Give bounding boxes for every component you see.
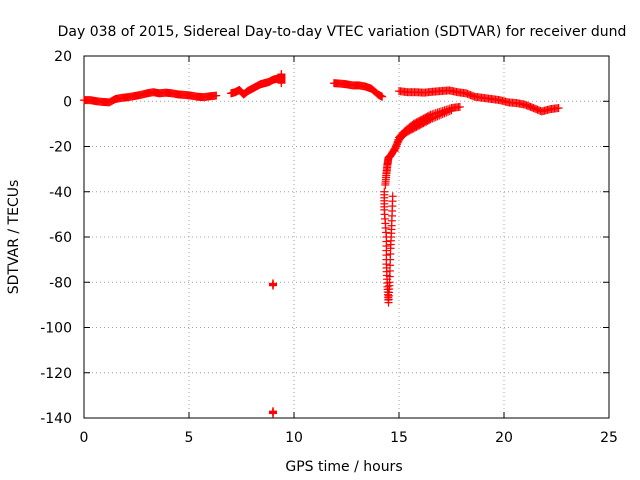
data-point — [554, 104, 563, 113]
x-tick-label: 15 — [390, 430, 408, 446]
y-axis-label: SDTVAR / TECUs — [6, 180, 22, 295]
y-tick-label: 0 — [63, 94, 72, 110]
grid-lines — [84, 56, 609, 418]
y-tick-label: -140 — [40, 411, 72, 427]
x-tick-label: 5 — [185, 430, 194, 446]
data-point — [378, 92, 387, 101]
x-tick-label: 10 — [285, 430, 303, 446]
data-point — [269, 409, 277, 418]
x-axis-label: GPS time / hours — [285, 459, 402, 475]
chart-title: Day 038 of 2015, Sidereal Day-to-day VTE… — [58, 24, 627, 40]
y-tick-labels: -140 -120 -100 -80 -60 -40 -20 0 20 — [40, 49, 72, 427]
data-point — [277, 79, 286, 88]
y-tick-label: -60 — [49, 230, 72, 246]
y-tick-label: -40 — [49, 185, 72, 201]
y-tick-label: 20 — [54, 49, 72, 65]
x-tick-label: 20 — [495, 430, 513, 446]
y-tick-label: -80 — [49, 275, 72, 291]
x-tick-labels: 0 5 10 15 20 25 — [80, 430, 618, 446]
data-points — [80, 70, 563, 418]
data-point — [269, 281, 277, 290]
data-point — [212, 91, 221, 100]
y-tick-label: -120 — [40, 366, 72, 382]
x-tick-label: 0 — [80, 430, 89, 446]
data-point — [455, 102, 464, 111]
y-tick-label: -20 — [49, 140, 72, 156]
y-tick-label: -100 — [40, 321, 72, 337]
data-point — [388, 192, 397, 201]
plot-frame — [83, 55, 610, 419]
x-tick-label: 25 — [600, 430, 618, 446]
